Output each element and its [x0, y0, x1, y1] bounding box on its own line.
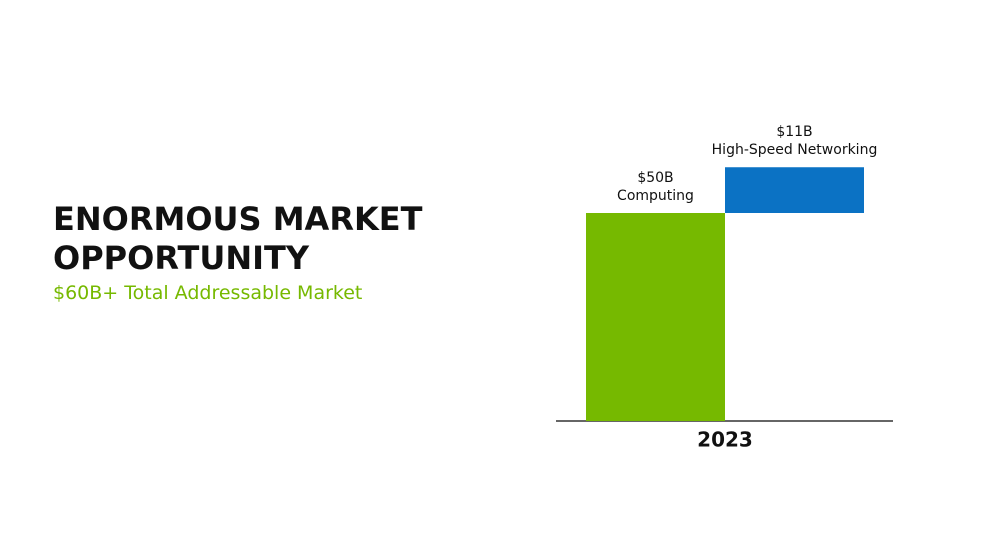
value-label: $11B	[776, 124, 812, 140]
bar	[725, 167, 864, 213]
category-label: Computing	[617, 188, 694, 204]
heading: ENORMOUS MARKET OPPORTUNITY $60B+ Total …	[53, 200, 423, 304]
bar	[586, 213, 725, 421]
x-label: 2023	[697, 428, 753, 452]
category-label: High-Speed Networking	[712, 142, 878, 158]
chart-subtitle: $60B+ Total Addressable Market	[53, 282, 363, 304]
value-label: $50B	[637, 170, 673, 186]
chart-title: ENORMOUS MARKET OPPORTUNITY	[53, 200, 423, 277]
